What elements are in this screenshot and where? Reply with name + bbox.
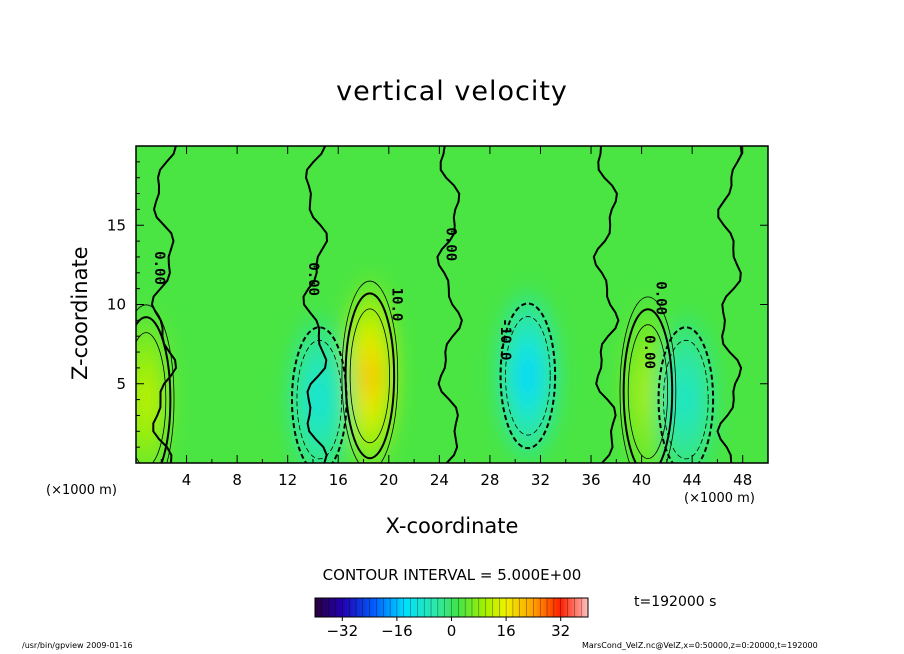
y-tick-label: 5 <box>116 375 126 393</box>
chart-title: vertical velocity <box>336 76 568 107</box>
zero-contour-line <box>302 146 329 463</box>
contour-line <box>341 280 399 463</box>
time-label: t=192000 s <box>634 594 717 610</box>
colorbar-tick-label: 0 <box>447 622 457 640</box>
zero-contour-line <box>592 146 620 463</box>
x-axis-unit-left: (×1000 m) <box>46 483 117 498</box>
x-tick-label: 48 <box>733 471 752 489</box>
y-tick-label: 15 <box>107 216 126 234</box>
updraft-region <box>641 371 654 413</box>
y-axis-label: Z-coordinate <box>68 246 92 380</box>
contour-labels: 0.00 0.00 10.0 0.00 -10.0 0.00 0.00 <box>151 227 669 368</box>
x-tick-label: 20 <box>379 471 398 489</box>
updraft-region <box>140 378 153 421</box>
colorbar-tick-label: −16 <box>381 622 413 640</box>
updraft-region <box>363 355 376 397</box>
x-axis-label: X-coordinate <box>385 514 519 538</box>
downdraft-region <box>679 382 693 418</box>
zero-contour-line <box>716 146 743 463</box>
contour-line <box>627 324 669 460</box>
x-tick-label: 40 <box>632 471 651 489</box>
contour-line <box>622 308 674 463</box>
contour-line <box>136 304 175 463</box>
contour-line <box>619 296 677 463</box>
contour-line <box>349 308 390 444</box>
contour-label: 0.00 <box>305 262 321 296</box>
contour-label: -10.0 <box>497 318 513 360</box>
contour-line <box>136 332 167 463</box>
colorbar: −32 −16 0 16 32 <box>314 597 589 640</box>
contour-label: 0.00 <box>151 251 167 285</box>
x-tick-label: 32 <box>531 471 550 489</box>
x-tick-label: 44 <box>683 471 702 489</box>
contour-line <box>499 302 557 450</box>
y-tick-label: 10 <box>107 296 126 314</box>
contour-label: 0.00 <box>653 281 669 315</box>
footer-program-info: /usr/bin/gpview 2009-01-16 <box>22 641 133 650</box>
colorbar-tick-label: −32 <box>326 622 358 640</box>
zero-contour-line <box>150 146 178 463</box>
downdraft-region <box>312 382 326 418</box>
x-tick-label: 28 <box>480 471 499 489</box>
colorbar-tick-label: 32 <box>551 622 570 640</box>
footer-data-info: MarsCond_VelZ.nc@VelZ,x=0:50000,z=0:2000… <box>582 641 818 650</box>
x-tick-label: 12 <box>278 471 297 489</box>
contour-line <box>657 326 715 463</box>
x-tick-label: 16 <box>329 471 348 489</box>
x-tick-label: 8 <box>232 471 242 489</box>
contour-label: 10.0 <box>388 288 404 322</box>
contour-label: 0.00 <box>641 335 657 369</box>
x-tick-label: 36 <box>581 471 600 489</box>
contour-line <box>291 326 348 463</box>
contour-label: 0.00 <box>443 227 459 261</box>
downdraft-region <box>521 358 535 394</box>
x-axis-unit-right: (×1000 m) <box>684 491 755 506</box>
contour-interval-label: CONTOUR INTERVAL = 5.000E+00 <box>322 566 582 584</box>
x-tick-label: 24 <box>430 471 449 489</box>
x-tick-label: 4 <box>182 471 192 489</box>
contour-line <box>663 339 709 460</box>
contour-line <box>505 316 551 436</box>
contour-lines <box>136 146 743 463</box>
colorbar-tick-label: 16 <box>497 622 516 640</box>
contour-line <box>136 316 172 463</box>
zero-contour-line <box>436 146 463 463</box>
